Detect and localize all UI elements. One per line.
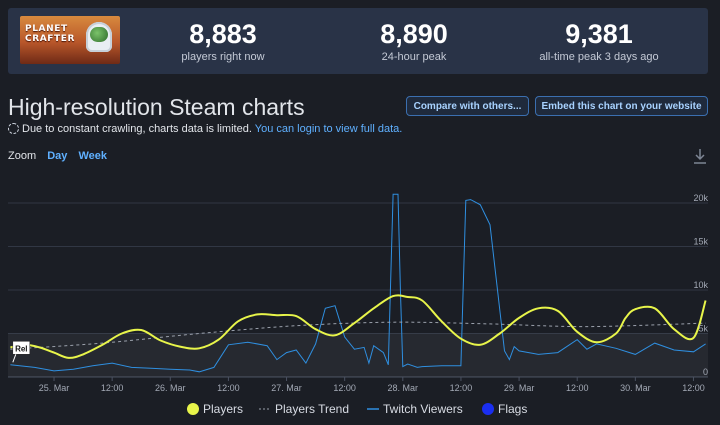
x-tick-label: 26. Mar: [155, 383, 186, 393]
x-tick-label: 27. Mar: [271, 383, 302, 393]
twitch-viewers-line: [10, 193, 706, 373]
page-title: High-resolution Steam charts: [8, 94, 305, 120]
compare-button[interactable]: Compare with others...: [406, 96, 529, 116]
stats-bar: PLANET CRAFTER 8,883 players right now 8…: [8, 8, 708, 74]
players-now-label: players right now: [181, 51, 265, 63]
legend-flags-marker: [482, 403, 494, 415]
legend: Players Players Trend Twitch Viewers Flags: [187, 402, 527, 416]
game-logo[interactable]: PLANET CRAFTER: [20, 16, 120, 64]
players-trend-line: [10, 321, 706, 350]
legend-item[interactable]: Flags: [482, 402, 527, 416]
all-time-peak-value: 9,381: [565, 19, 633, 49]
peak-24h-stat: 8,890 24-hour peak: [329, 19, 499, 63]
players-chart[interactable]: 25. Mar 12:00 26. Mar 12:00 27. Mar 12:00 28. …: [0, 170, 720, 425]
zoom-label: Zoom: [8, 150, 37, 162]
embed-chart-button[interactable]: Embed this chart on your website: [535, 96, 708, 116]
release-flag-label: Rel: [15, 344, 27, 353]
legend-item[interactable]: Players: [187, 402, 243, 416]
y-tick-label: 0: [703, 367, 708, 377]
legend-label: Twitch Viewers: [383, 402, 463, 416]
zoom-day-button[interactable]: Day: [47, 150, 68, 162]
players-now-stat: 8,883 players right now: [138, 19, 308, 63]
x-tick-label: 12:00: [566, 383, 589, 393]
x-tick-label: 12:00: [333, 383, 356, 393]
legend-label: Players: [203, 402, 243, 416]
flags-layer: Rel: [12, 341, 31, 363]
y-tick-label: 20k: [693, 193, 708, 203]
login-link[interactable]: You can login to view full data.: [254, 123, 403, 135]
legend-players-marker: [187, 403, 199, 415]
x-tick-label: 25. Mar: [39, 383, 70, 393]
y-axis: 0 5k 10k 15k 20k: [693, 193, 708, 377]
x-tick-label: 12:00: [682, 383, 705, 393]
all-time-peak-stat: 9,381 all-time peak 3 days ago: [514, 19, 684, 63]
x-tick-label: 28. Mar: [388, 383, 419, 393]
logo-text: PLANET CRAFTER: [25, 24, 76, 44]
players-now-value: 8,883: [189, 19, 257, 49]
data-notice: Due to constant crawling, charts data is…: [8, 123, 402, 135]
legend-item[interactable]: Players Trend: [259, 402, 349, 416]
peak-24h-label: 24-hour peak: [381, 51, 447, 63]
x-tick-label: 12:00: [450, 383, 473, 393]
y-tick-label: 5k: [698, 324, 708, 334]
x-tick-label: 12:00: [101, 383, 124, 393]
series-layer: [10, 193, 707, 373]
download-icon[interactable]: [692, 148, 708, 166]
all-time-peak-label: all-time peak 3 days ago: [539, 51, 659, 63]
spinner-icon: [8, 123, 19, 134]
band-layer: [8, 333, 708, 377]
players-band: [8, 333, 708, 377]
x-tick-label: 29. Mar: [504, 383, 535, 393]
x-tick-label: 30. Mar: [620, 383, 651, 393]
visor-icon: [90, 27, 108, 42]
x-axis: 25. Mar 12:00 26. Mar 12:00 27. Mar 12:00 28. …: [39, 377, 705, 393]
zoom-controls: Zoom Day Week: [8, 150, 107, 162]
legend-label: Flags: [498, 402, 527, 416]
players-line: [10, 294, 707, 359]
x-tick-label: 12:00: [217, 383, 240, 393]
zoom-week-button[interactable]: Week: [78, 150, 107, 162]
legend-item[interactable]: Twitch Viewers: [367, 402, 463, 416]
release-flag: [12, 341, 31, 355]
legend-label: Players Trend: [275, 402, 349, 416]
y-tick-label: 15k: [693, 237, 708, 247]
y-tick-label: 10k: [693, 280, 708, 290]
peak-24h-value: 8,890: [380, 19, 448, 49]
release-flag-pole: [12, 354, 17, 363]
notice-text: Due to constant crawling, charts data is…: [22, 123, 252, 135]
